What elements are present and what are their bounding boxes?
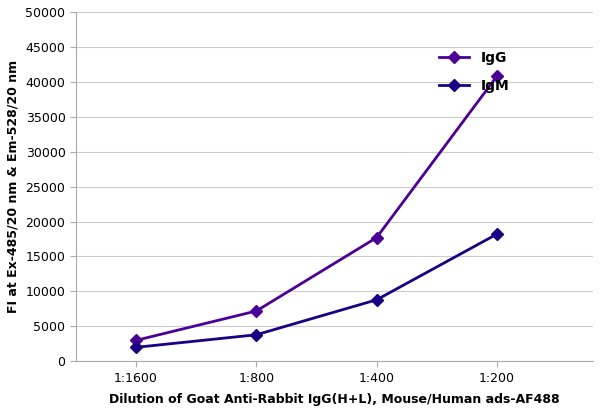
IgM (253, 332, 260, 337)
IgM (493, 232, 500, 237)
IgG (253, 309, 260, 313)
IgM (373, 297, 380, 302)
IgM (133, 345, 140, 350)
Line: IgG: IgG (132, 72, 501, 344)
Y-axis label: FI at Ex-485/20 nm & Em-528/20 nm: FI at Ex-485/20 nm & Em-528/20 nm (7, 60, 20, 313)
X-axis label: Dilution of Goat Anti-Rabbit IgG(H+L), Mouse/Human ads-AF488: Dilution of Goat Anti-Rabbit IgG(H+L), M… (109, 393, 560, 406)
IgG (493, 74, 500, 79)
Line: IgM: IgM (132, 230, 501, 351)
IgG (133, 338, 140, 343)
Legend: IgG, IgM: IgG, IgM (434, 47, 513, 97)
IgG (373, 235, 380, 240)
